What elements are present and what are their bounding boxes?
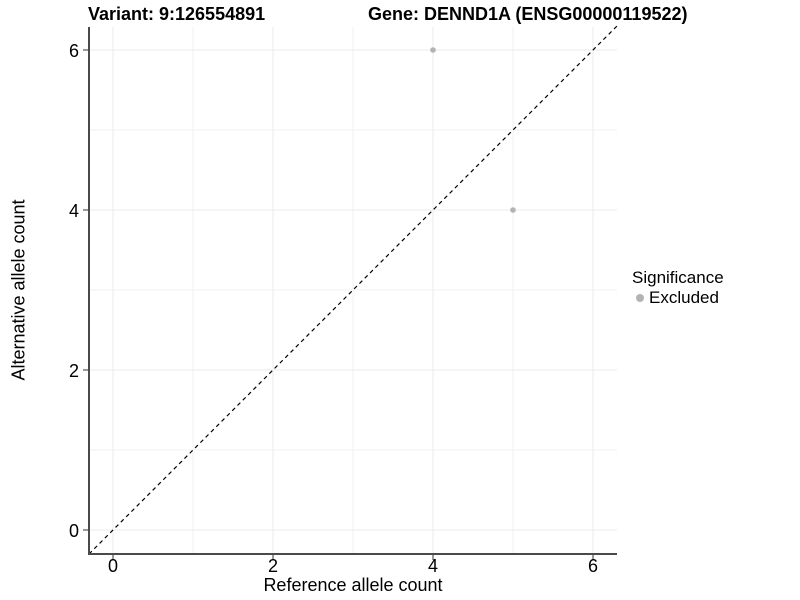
x-tick-label: 2 bbox=[268, 556, 278, 576]
x-axis-label: Reference allele count bbox=[263, 575, 443, 595]
y-tick-label: 4 bbox=[69, 201, 79, 221]
plot-title-variant: Variant: 9:126554891 bbox=[88, 4, 266, 24]
legend: Significance Excluded bbox=[632, 267, 724, 308]
x-tick-label: 4 bbox=[428, 556, 438, 576]
y-tick-label: 6 bbox=[69, 41, 79, 61]
legend-marker-circle-icon bbox=[636, 294, 644, 302]
legend-item-label: Excluded bbox=[649, 288, 719, 307]
data-point bbox=[510, 207, 516, 213]
x-tick-label: 6 bbox=[588, 556, 598, 576]
y-axis-label: Alternative allele count bbox=[8, 199, 29, 381]
legend-item-excluded: Excluded bbox=[636, 288, 724, 308]
y-tick-label: 2 bbox=[69, 361, 79, 381]
x-tick-label: 0 bbox=[108, 556, 118, 576]
data-point bbox=[430, 47, 436, 53]
y-tick-label: 0 bbox=[69, 521, 79, 541]
plot-title-gene: Gene: DENND1A (ENSG00000119522) bbox=[368, 4, 688, 24]
legend-title: Significance bbox=[632, 268, 724, 287]
